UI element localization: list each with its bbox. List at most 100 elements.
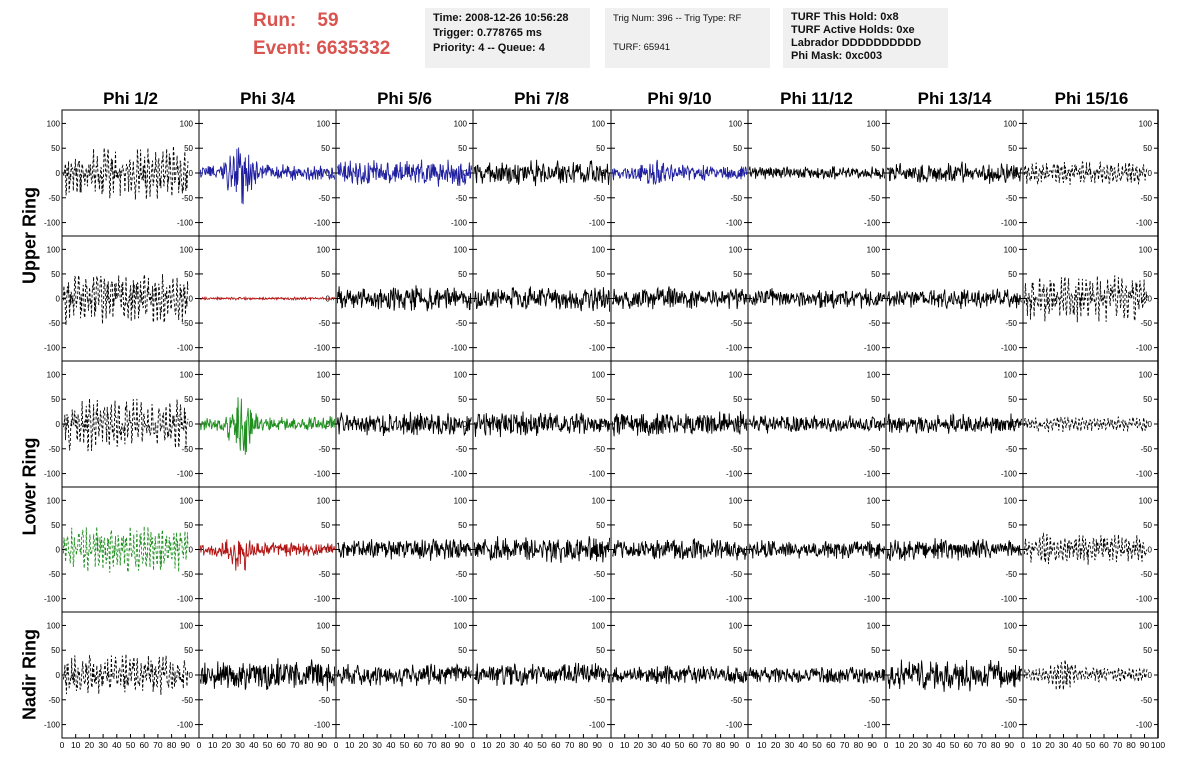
y-tick-label: 100 [592,496,606,505]
y-tick-label: 100 [592,119,606,128]
y-tick-label: 100 [47,496,61,505]
x-tick-label: 90 [867,740,877,750]
x-tick-label: 30 [235,740,245,750]
y-tick-label: -50 [455,696,467,705]
y-tick-label: -50 [1140,696,1152,705]
waveform-trace [473,662,611,687]
y-tick-label: -50 [48,319,60,328]
x-tick-label: 80 [854,740,864,750]
y-tick-label: -100 [177,219,194,228]
x-tick-label: 60 [551,740,561,750]
waveform-trace [62,274,189,326]
x-tick-label: 60 [276,740,286,750]
y-tick-label: 50 [733,144,742,153]
waveform-trace [62,146,189,200]
y-tick-label: 50 [321,646,330,655]
y-tick-label: -50 [455,194,467,203]
y-tick-label: 100 [180,245,194,254]
y-tick-label: 100 [454,119,468,128]
waveform-trace [336,411,472,437]
y-tick-label: -100 [726,721,743,730]
x-tick-label: 40 [249,740,259,750]
y-tick-label: -50 [868,445,880,454]
y-tick-label: -50 [868,319,880,328]
y-tick-label: 50 [458,270,467,279]
y-tick-label: -50 [181,194,193,203]
x-tick-label: 60 [826,740,836,750]
y-tick-label: -50 [1140,570,1152,579]
x-tick-label: 90 [1140,740,1150,750]
y-tick-label: 50 [596,395,605,404]
waveform-trace [199,658,336,692]
x-tick-label: 90 [592,740,602,750]
waveform-panel: -100 -100 -50 -50 0 0 50 50 100 100 [44,360,200,488]
y-tick-label: -100 [44,721,61,730]
y-tick-label: -50 [181,445,193,454]
y-tick-label: -50 [455,319,467,328]
y-tick-label: -100 [1001,219,1018,228]
x-tick-label: 20 [496,740,506,750]
column-header: Phi 9/10 [647,89,712,108]
y-tick-label: 50 [1008,395,1017,404]
turf-info-box: TURF This Hold: 0x8 TURF Active Holds: 0… [783,8,948,68]
x-tick-label: 70 [290,740,300,750]
y-tick-label: 100 [867,245,881,254]
waveform-trace [199,539,336,571]
waveform-trace [199,147,336,205]
y-tick-label: -100 [314,721,331,730]
waveform-panel: -100 -100 -50 -50 0 0 50 50 100 100 [44,235,200,362]
y-tick-label: 100 [317,496,331,505]
y-tick-label: -100 [177,721,194,730]
y-tick-label: 0 [56,420,61,429]
x-tick-label: 0 [60,740,65,750]
y-tick-label: 0 [1148,295,1153,304]
y-tick-label: 0 [601,546,606,555]
x-tick-label: 80 [167,740,177,750]
waveform-trace [473,286,611,312]
y-tick-label: -100 [1001,344,1018,353]
y-tick-label: 100 [592,245,606,254]
y-tick-label: 0 [56,295,61,304]
y-tick-label: -50 [1005,194,1017,203]
x-tick-label: 50 [675,740,685,750]
waveform-trace [748,414,886,434]
y-tick-label: -50 [730,570,742,579]
waveform-trace [62,526,189,573]
x-tick-label: 0 [884,740,889,750]
y-tick-label: -100 [726,344,743,353]
y-tick-label: 50 [1008,270,1017,279]
x-tick-label: 20 [771,740,781,750]
y-tick-label: 100 [1004,119,1018,128]
y-tick-label: 100 [454,621,468,630]
panel-frame [747,486,887,613]
x-tick-label: 90 [318,740,328,750]
x-tick-label: 80 [1126,740,1136,750]
trigger-text: Trigger: 0.778765 ms [433,27,542,39]
y-tick-label: 0 [1148,169,1153,178]
y-tick-label: 100 [317,119,331,128]
x-tick-label: 30 [510,740,520,750]
x-tick-label: 70 [977,740,987,750]
y-tick-label: -50 [318,570,330,579]
y-tick-label: -100 [864,595,881,604]
y-tick-label: -100 [589,344,606,353]
y-tick-label: 100 [867,119,881,128]
x-tick-label: 60 [963,740,973,750]
x-tick-label: 20 [1045,740,1055,750]
column-header: Phi 5/6 [377,89,432,108]
y-tick-label: 50 [1143,144,1152,153]
y-tick-label: 50 [733,270,742,279]
y-tick-label: -100 [589,595,606,604]
